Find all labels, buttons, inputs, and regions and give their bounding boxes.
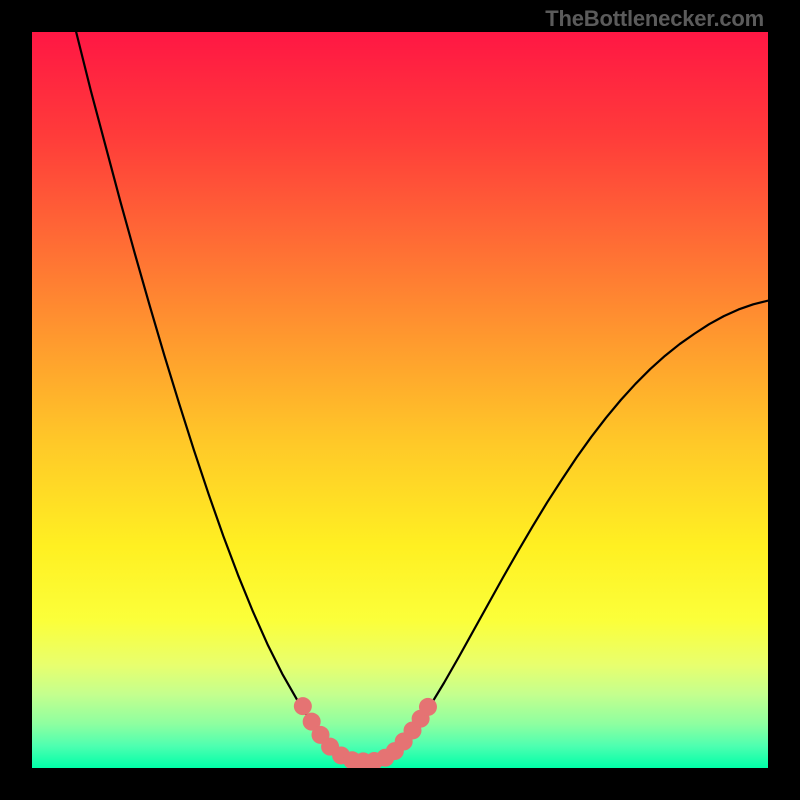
plot-area	[32, 32, 768, 768]
chart-background	[32, 32, 768, 768]
watermark-label: TheBottlenecker.com	[545, 6, 764, 32]
chart-container: TheBottlenecker.com	[0, 0, 800, 800]
highlight-marker	[294, 697, 312, 715]
highlight-marker	[419, 698, 437, 716]
bottleneck-chart	[32, 32, 768, 768]
